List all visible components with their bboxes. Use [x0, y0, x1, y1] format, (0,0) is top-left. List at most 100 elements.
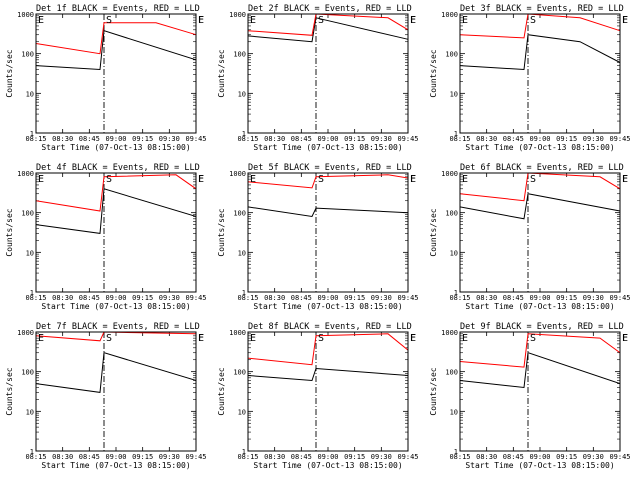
x-tick-label: 09:15: [344, 294, 365, 302]
x-axis-label: Start Time (07-Oct-13 08:15:00): [465, 461, 614, 470]
x-tick-label: 09:30: [371, 135, 392, 143]
y-axis-label: Counts/sec: [217, 367, 226, 415]
x-tick-label: 08:30: [476, 294, 497, 302]
y-tick-label: 10: [450, 90, 458, 98]
series-line-lld: [247, 333, 409, 366]
x-axis-label: Start Time (07-Oct-13 08:15:00): [253, 302, 402, 311]
series-line-events: [35, 352, 197, 393]
chart-panel: Det 5f BLACK = Events, RED = LLD Counts/s…: [217, 163, 419, 311]
x-tick-label: 09:15: [556, 453, 577, 461]
y-tick-label: 1: [454, 130, 458, 138]
series-line-events: [459, 193, 621, 220]
interval-marker-label: E: [198, 15, 204, 26]
x-tick-label: 09:45: [609, 135, 630, 143]
chart-title: Det 6f BLACK = Events, RED = LLD: [460, 163, 624, 173]
chart-title: Det 7f BLACK = Events, RED = LLD: [36, 322, 200, 332]
x-tick-label: 09:30: [583, 135, 604, 143]
y-axis-label: Counts/sec: [5, 367, 14, 415]
interval-marker-label: E: [198, 174, 204, 185]
y-tick-label: 1: [242, 130, 246, 138]
x-tick-label: 09:30: [371, 294, 392, 302]
x-tick-label: 09:15: [132, 453, 153, 461]
chart-title: Det 9f BLACK = Events, RED = LLD: [460, 322, 624, 332]
interval-marker-label: F: [410, 174, 416, 185]
interval-marker-label: E: [250, 333, 256, 344]
chart-panel: Det 7f BLACK = Events, RED = LLD Counts/s…: [5, 322, 207, 470]
x-tick-label: 08:15: [449, 135, 470, 143]
y-tick-label: 100: [445, 210, 458, 218]
x-tick-label: 08:45: [79, 453, 100, 461]
chart-title: Det 1f BLACK = Events, RED = LLD: [36, 4, 200, 14]
x-tick-label: 08:30: [264, 135, 285, 143]
x-tick-label: 09:45: [609, 294, 630, 302]
x-axis-label: Start Time (07-Oct-13 08:15:00): [253, 461, 402, 470]
y-tick-label: 100: [233, 51, 246, 59]
interval-marker-label: E: [250, 174, 256, 185]
chart-panel: Det 1f BLACK = Events, RED = LLD Counts/s…: [5, 4, 207, 152]
x-tick-label: 09:45: [397, 294, 418, 302]
chart-title: Det 5f BLACK = Events, RED = LLD: [248, 163, 412, 173]
interval-marker-label: E: [410, 15, 416, 26]
interval-marker-label: S: [106, 15, 112, 26]
x-axis-label: Start Time (07-Oct-13 08:15:00): [41, 302, 190, 311]
x-tick-label: 09:45: [397, 453, 418, 461]
x-tick-label: 08:15: [237, 294, 258, 302]
x-tick-label: 09:00: [529, 453, 550, 461]
x-tick-label: 09:30: [159, 453, 180, 461]
x-tick-label: 09:00: [105, 135, 126, 143]
plot-frame: [35, 331, 197, 452]
interval-marker-label: S: [318, 15, 324, 26]
series-line-events: [247, 202, 409, 218]
x-tick-label: 08:45: [291, 294, 312, 302]
y-tick-label: 100: [445, 51, 458, 59]
x-tick-label: 08:30: [264, 294, 285, 302]
y-axis-label: Counts/sec: [5, 208, 14, 256]
y-tick-label: 1000: [229, 170, 246, 178]
interval-marker-label: S: [318, 333, 324, 344]
y-tick-label: 1: [242, 448, 246, 456]
plot-frame: [35, 172, 197, 293]
x-axis-label: Start Time (07-Oct-13 08:15:00): [41, 461, 190, 470]
y-tick-label: 10: [450, 408, 458, 416]
y-tick-label: 10: [26, 90, 34, 98]
interval-marker-label: F: [198, 15, 204, 26]
x-tick-label: 09:15: [132, 135, 153, 143]
x-tick-label: 08:15: [25, 294, 46, 302]
x-tick-label: 08:30: [476, 135, 497, 143]
chart-panel: Det 6f BLACK = Events, RED = LLD Counts/s…: [429, 163, 631, 311]
x-axis-label: Start Time (07-Oct-13 08:15:00): [253, 143, 402, 152]
interval-marker-label: S: [530, 333, 536, 344]
y-tick-label: 100: [21, 51, 34, 59]
y-tick-label: 10: [238, 408, 246, 416]
x-tick-label: 08:15: [449, 294, 470, 302]
plot-frame: [35, 13, 197, 134]
y-tick-label: 100: [21, 369, 34, 377]
x-tick-label: 08:30: [52, 294, 73, 302]
chart-panel: Det 4f BLACK = Events, RED = LLD Counts/s…: [5, 163, 207, 311]
y-axis-label: Counts/sec: [429, 208, 438, 256]
x-tick-label: 09:45: [609, 453, 630, 461]
series-line-lld: [459, 333, 621, 368]
x-tick-label: 08:45: [79, 135, 100, 143]
plot-frame: [459, 13, 621, 134]
x-tick-label: 08:45: [291, 453, 312, 461]
y-tick-label: 100: [233, 210, 246, 218]
series-line-lld: [247, 174, 409, 189]
interval-marker-label: E: [38, 174, 44, 185]
y-tick-label: 10: [26, 408, 34, 416]
interval-marker-label: E: [462, 174, 468, 185]
x-tick-label: 08:45: [503, 453, 524, 461]
y-tick-label: 1000: [441, 329, 458, 337]
chart-panel: Det 8f BLACK = Events, RED = LLD Counts/s…: [217, 322, 419, 470]
y-tick-label: 1: [454, 289, 458, 297]
chart-title: Det 4f BLACK = Events, RED = LLD: [36, 163, 200, 173]
plot-frame: [459, 331, 621, 452]
plot-frame: [247, 13, 409, 134]
interval-marker-label: S: [106, 333, 112, 344]
interval-marker-label: F: [410, 333, 416, 344]
y-tick-label: 1: [454, 448, 458, 456]
y-axis-label: Counts/sec: [429, 49, 438, 97]
interval-marker-label: E: [410, 333, 416, 344]
y-tick-label: 10: [238, 90, 246, 98]
y-tick-label: 100: [233, 369, 246, 377]
